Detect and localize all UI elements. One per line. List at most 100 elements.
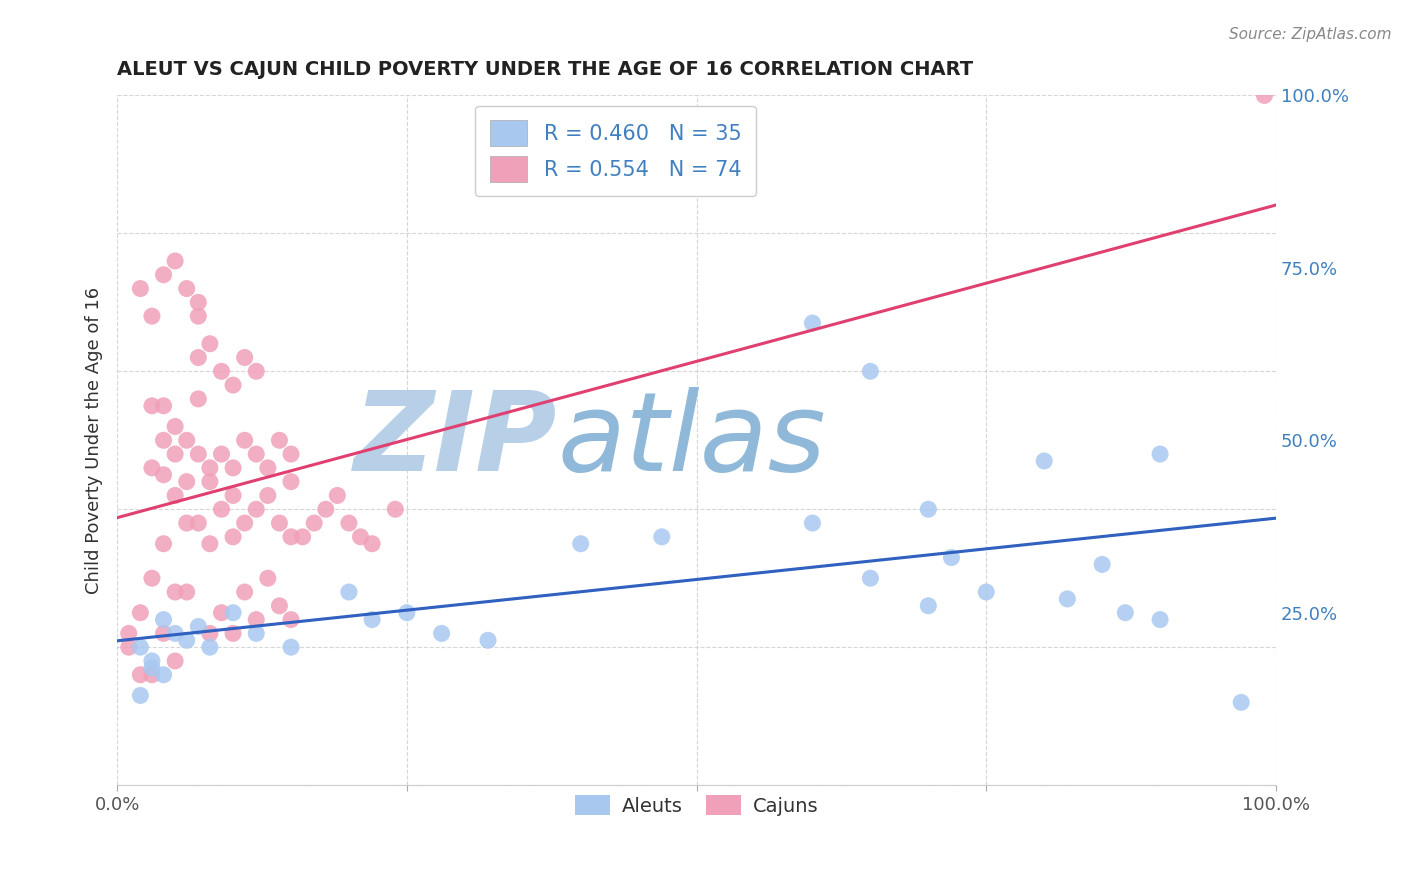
- Point: [152, 467, 174, 482]
- Point: [1056, 591, 1078, 606]
- Point: [165, 654, 187, 668]
- Point: [165, 488, 187, 502]
- Point: [187, 392, 209, 406]
- Point: [233, 585, 256, 599]
- Point: [141, 654, 163, 668]
- Point: [187, 351, 209, 365]
- Point: [187, 309, 209, 323]
- Point: [1149, 447, 1171, 461]
- Point: [222, 461, 245, 475]
- Point: [187, 619, 209, 633]
- Point: [349, 530, 371, 544]
- Point: [269, 434, 291, 448]
- Point: [245, 364, 267, 378]
- Point: [859, 571, 882, 585]
- Point: [280, 530, 302, 544]
- Point: [801, 516, 824, 530]
- Text: ZIP: ZIP: [354, 387, 558, 494]
- Point: [211, 447, 233, 461]
- Point: [176, 516, 198, 530]
- Point: [280, 640, 302, 655]
- Point: [569, 537, 592, 551]
- Point: [152, 399, 174, 413]
- Point: [141, 661, 163, 675]
- Point: [1033, 454, 1056, 468]
- Point: [222, 626, 245, 640]
- Text: atlas: atlas: [558, 387, 827, 494]
- Text: ALEUT VS CAJUN CHILD POVERTY UNDER THE AGE OF 16 CORRELATION CHART: ALEUT VS CAJUN CHILD POVERTY UNDER THE A…: [117, 60, 973, 78]
- Point: [859, 364, 882, 378]
- Point: [165, 447, 187, 461]
- Point: [430, 626, 453, 640]
- Point: [337, 585, 360, 599]
- Point: [291, 530, 314, 544]
- Point: [917, 599, 939, 613]
- Point: [245, 626, 267, 640]
- Point: [233, 351, 256, 365]
- Point: [941, 550, 963, 565]
- Point: [222, 606, 245, 620]
- Text: Source: ZipAtlas.com: Source: ZipAtlas.com: [1229, 27, 1392, 42]
- Point: [917, 502, 939, 516]
- Point: [152, 434, 174, 448]
- Point: [337, 516, 360, 530]
- Point: [198, 475, 221, 489]
- Point: [1149, 613, 1171, 627]
- Point: [165, 419, 187, 434]
- Point: [129, 640, 152, 655]
- Point: [187, 516, 209, 530]
- Point: [129, 689, 152, 703]
- Point: [233, 434, 256, 448]
- Point: [222, 488, 245, 502]
- Point: [141, 309, 163, 323]
- Point: [129, 667, 152, 681]
- Point: [222, 530, 245, 544]
- Point: [245, 613, 267, 627]
- Point: [176, 434, 198, 448]
- Point: [361, 613, 384, 627]
- Point: [141, 461, 163, 475]
- Point: [269, 599, 291, 613]
- Point: [187, 447, 209, 461]
- Point: [187, 295, 209, 310]
- Point: [395, 606, 418, 620]
- Point: [211, 606, 233, 620]
- Point: [198, 626, 221, 640]
- Point: [245, 447, 267, 461]
- Point: [315, 502, 337, 516]
- Point: [152, 613, 174, 627]
- Point: [129, 281, 152, 295]
- Point: [165, 626, 187, 640]
- Point: [211, 364, 233, 378]
- Point: [256, 488, 278, 502]
- Point: [176, 633, 198, 648]
- Point: [118, 626, 141, 640]
- Point: [801, 316, 824, 330]
- Point: [280, 613, 302, 627]
- Point: [176, 281, 198, 295]
- Point: [269, 516, 291, 530]
- Point: [256, 571, 278, 585]
- Point: [651, 530, 673, 544]
- Point: [152, 626, 174, 640]
- Point: [152, 537, 174, 551]
- Point: [198, 336, 221, 351]
- Legend: Aleuts, Cajuns: Aleuts, Cajuns: [567, 788, 825, 823]
- Point: [1114, 606, 1136, 620]
- Point: [141, 399, 163, 413]
- Point: [233, 516, 256, 530]
- Point: [141, 667, 163, 681]
- Point: [384, 502, 406, 516]
- Point: [302, 516, 325, 530]
- Point: [118, 640, 141, 655]
- Point: [211, 502, 233, 516]
- Point: [326, 488, 349, 502]
- Point: [152, 667, 174, 681]
- Point: [974, 585, 997, 599]
- Point: [477, 633, 499, 648]
- Point: [256, 461, 278, 475]
- Point: [198, 537, 221, 551]
- Point: [176, 475, 198, 489]
- Point: [1091, 558, 1114, 572]
- Point: [1253, 88, 1275, 103]
